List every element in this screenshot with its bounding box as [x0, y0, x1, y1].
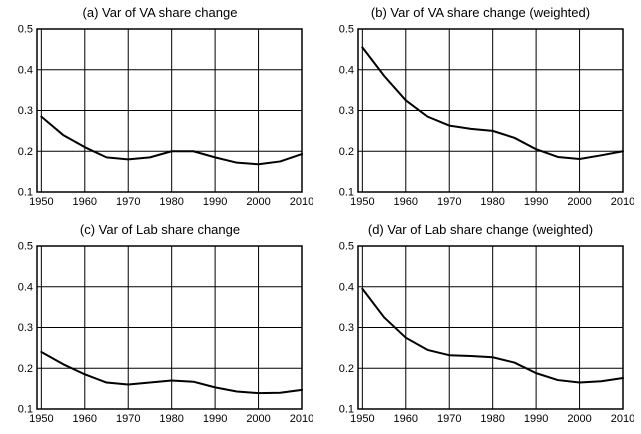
x-tick-label: 1990 — [203, 413, 227, 425]
subplot-c-plot: 0.1 0.2 0.3 0.4 0.5 1950 1960 1970 1980 1990 2000 2… — [7, 241, 315, 428]
subplot-a-title: (a) Var of VA share change — [82, 5, 238, 20]
data-line — [40, 350, 303, 395]
y-tick-label: 0.1 — [338, 187, 353, 199]
subplot-d-title: (d) Var of Lab share change (weighted) — [367, 222, 594, 237]
subplot-c-title: (c) Var of Lab share change — [79, 222, 241, 237]
y-tick-label: 0.5 — [18, 24, 33, 36]
x-tick-label: 1950 — [350, 413, 374, 425]
y-tick-label: 0.3 — [18, 322, 33, 334]
x-tick-label: 2010 — [610, 196, 633, 208]
x-tick-label: 1970 — [436, 413, 460, 425]
subplot-b-title: (b) Var of VA share change (weighted) — [370, 5, 591, 20]
y-tick-label: 0.5 — [338, 241, 353, 253]
x-tick-label: 1970 — [116, 413, 140, 425]
x-tick-label: 1970 — [436, 196, 460, 208]
y-tick-label: 0.4 — [338, 64, 353, 76]
subplot-d-plot: 0.1 0.2 0.3 0.4 0.5 1950 1960 1970 1980 1990 2000 2… — [328, 241, 635, 428]
x-tick-label: 2010 — [290, 196, 313, 208]
y-tick-label: 0.5 — [338, 24, 353, 36]
subplot-b: (b) Var of VA share change (weighted) 0.… — [320, 0, 641, 217]
data-line — [360, 46, 624, 160]
y-tick-label: 0.3 — [18, 105, 33, 117]
x-tick-label: 2000 — [567, 196, 591, 208]
plot-frame — [356, 245, 624, 410]
x-tick-label: 1960 — [393, 413, 417, 425]
x-tick-label: 1980 — [480, 196, 504, 208]
data-line — [360, 287, 624, 384]
x-tick-label: 1980 — [159, 196, 183, 208]
x-tick-label: 1980 — [159, 413, 183, 425]
y-tick-label: 0.5 — [18, 241, 33, 253]
y-tick-label: 0.2 — [18, 146, 33, 158]
x-tick-label: 1950 — [29, 413, 53, 425]
y-tick-label: 0.4 — [18, 64, 33, 76]
y-tick-label: 0.2 — [338, 363, 353, 375]
y-tick-label: 0.1 — [18, 404, 33, 416]
y-tick-label: 0.3 — [338, 322, 353, 334]
x-tick-label: 2010 — [610, 413, 633, 425]
data-line — [40, 115, 303, 166]
chart-canvas: 0.1 0.2 0.3 0.4 0.5 1950 1960 1970 1980 1990 2000 2… — [338, 24, 635, 209]
subplot-b-plot: 0.1 0.2 0.3 0.4 0.5 1950 1960 1970 1980 1990 2000 2… — [328, 24, 635, 211]
x-tick-label: 1970 — [116, 196, 140, 208]
x-tick-label: 1980 — [480, 413, 504, 425]
subplot-a: (a) Var of VA share change 0.1 0.2 0.3 0.4 0… — [0, 0, 320, 217]
chart-canvas: 0.1 0.2 0.3 0.4 0.5 1950 1960 1970 1980 1990 2000 2… — [18, 241, 315, 426]
y-tick-label: 0.2 — [18, 363, 33, 375]
y-tick-label: 0.3 — [338, 105, 353, 117]
plot-frame — [36, 28, 303, 193]
x-tick-label: 1990 — [203, 196, 227, 208]
x-tick-label: 1960 — [73, 413, 97, 425]
x-tick-label: 1960 — [73, 196, 97, 208]
chart-canvas: 0.1 0.2 0.3 0.4 0.5 1950 1960 1970 1980 1990 2000 2… — [338, 241, 635, 426]
chart-canvas: 0.1 0.2 0.3 0.4 0.5 1950 1960 1970 1980 1990 2000 2… — [18, 24, 315, 209]
x-tick-label: 2000 — [567, 413, 591, 425]
plot-frame — [36, 245, 303, 410]
x-tick-label: 1990 — [523, 413, 547, 425]
x-tick-label: 2010 — [290, 413, 313, 425]
x-tick-label: 1990 — [523, 196, 547, 208]
subplot-a-plot: 0.1 0.2 0.3 0.4 0.5 1950 1960 1970 1980 1990 2000 2… — [7, 24, 315, 211]
y-tick-label: 0.4 — [18, 281, 33, 293]
subplot-c: (c) Var of Lab share change 0.1 0.2 0.3 0.4… — [0, 217, 320, 434]
y-tick-label: 0.1 — [18, 187, 33, 199]
y-tick-label: 0.4 — [338, 281, 353, 293]
x-tick-label: 1950 — [350, 196, 374, 208]
x-tick-label: 1960 — [393, 196, 417, 208]
y-tick-label: 0.2 — [338, 146, 353, 158]
x-tick-label: 2000 — [246, 196, 270, 208]
x-tick-label: 2000 — [246, 413, 270, 425]
subplot-d: (d) Var of Lab share change (weighted) 0… — [320, 217, 641, 434]
x-tick-label: 1950 — [29, 196, 53, 208]
y-tick-label: 0.1 — [338, 404, 353, 416]
plot-frame — [356, 28, 624, 193]
